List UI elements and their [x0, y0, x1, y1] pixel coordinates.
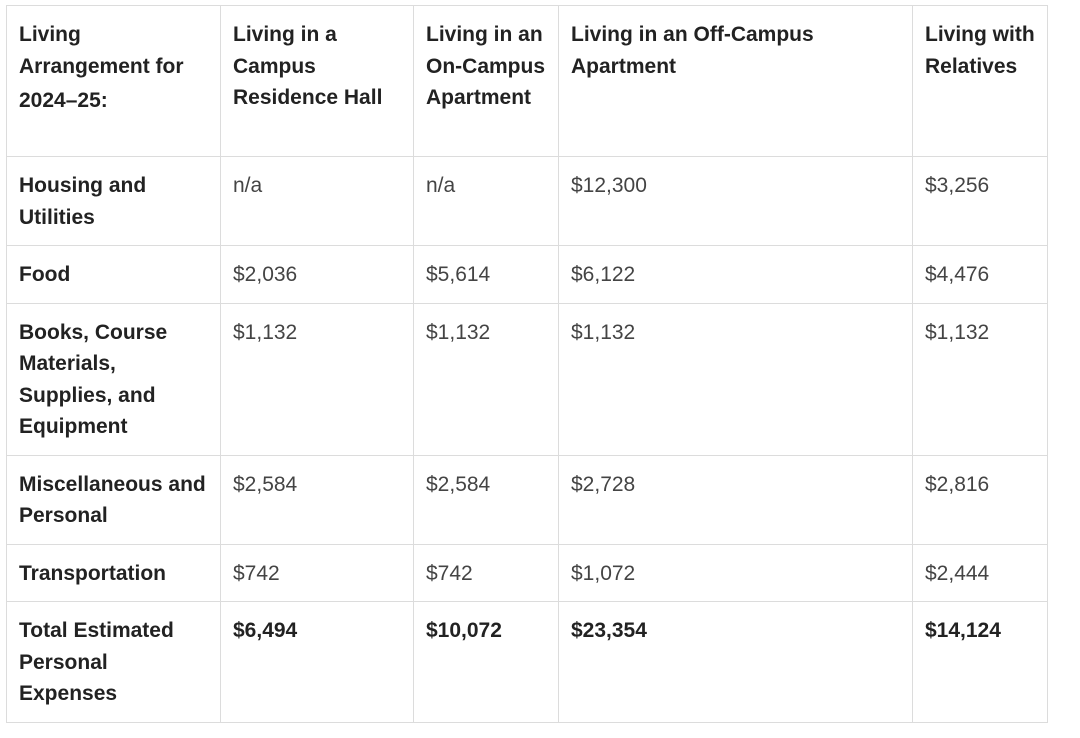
table-cell: $1,132 [220, 302, 414, 456]
total-cell: $6,494 [220, 601, 414, 723]
table-cell: $3,256 [912, 156, 1048, 246]
header-label-line: Arrangement for [19, 54, 184, 78]
header-campus-residence-hall: Living in a Campus Residence Hall [220, 5, 414, 157]
total-cell: $10,072 [413, 601, 559, 723]
row-label-books: Books, Course Materials, Supplies, and E… [6, 302, 221, 456]
header-living-with-relatives: Living with Relatives [912, 5, 1048, 157]
table-cell: $2,728 [558, 454, 913, 545]
row-label-total: Total Estimated Personal Expenses [6, 601, 221, 723]
table-row: Books, Course Materials, Supplies, and E… [6, 302, 1048, 456]
table-total-row: Total Estimated Personal Expenses $6,494… [6, 601, 1048, 723]
table-row: Transportation $742 $742 $1,072 $2,444 [6, 543, 1048, 602]
table-cell: $2,584 [220, 454, 414, 545]
table-cell: $2,816 [912, 454, 1048, 545]
row-label-miscellaneous: Miscellaneous and Personal [6, 454, 221, 545]
table-row: Food $2,036 $5,614 $6,122 $4,476 [6, 245, 1048, 304]
total-cell: $14,124 [912, 601, 1048, 723]
table-cell: $6,122 [558, 245, 913, 304]
row-label-transportation: Transportation [6, 543, 221, 602]
table-cell: $2,036 [220, 245, 414, 304]
table-row: Housing and Utilities n/a n/a $12,300 $3… [6, 156, 1048, 246]
total-cell: $23,354 [558, 601, 913, 723]
table-cell: $12,300 [558, 156, 913, 246]
table-cell: $4,476 [912, 245, 1048, 304]
table-cell: $742 [220, 543, 414, 602]
row-label-housing: Housing and Utilities [6, 156, 221, 246]
table-cell: $1,132 [912, 302, 1048, 456]
header-label-year: 2024–25: [19, 89, 108, 112]
table-cell: $2,444 [912, 543, 1048, 602]
header-living-arrangement: Living Arrangement for 2024–25: [6, 5, 221, 157]
row-label-food: Food [6, 245, 221, 304]
table-cell: $5,614 [413, 245, 559, 304]
table-cell: $1,072 [558, 543, 913, 602]
table-cell: n/a [413, 156, 559, 246]
table-cell: $2,584 [413, 454, 559, 545]
header-off-campus-apartment: Living in an Off-Campus Apartment [558, 5, 913, 157]
table-cell: $1,132 [413, 302, 559, 456]
table-row: Miscellaneous and Personal $2,584 $2,584… [6, 454, 1048, 545]
cost-of-attendance-table: Living Arrangement for 2024–25: Living i… [6, 5, 1048, 723]
table-cell: n/a [220, 156, 414, 246]
table-cell: $742 [413, 543, 559, 602]
header-label-line: Living [19, 23, 81, 46]
header-on-campus-apartment: Living in an On-Campus Apartment [413, 5, 559, 157]
table-cell: $1,132 [558, 302, 913, 456]
table-header-row: Living Arrangement for 2024–25: Living i… [6, 5, 1048, 157]
